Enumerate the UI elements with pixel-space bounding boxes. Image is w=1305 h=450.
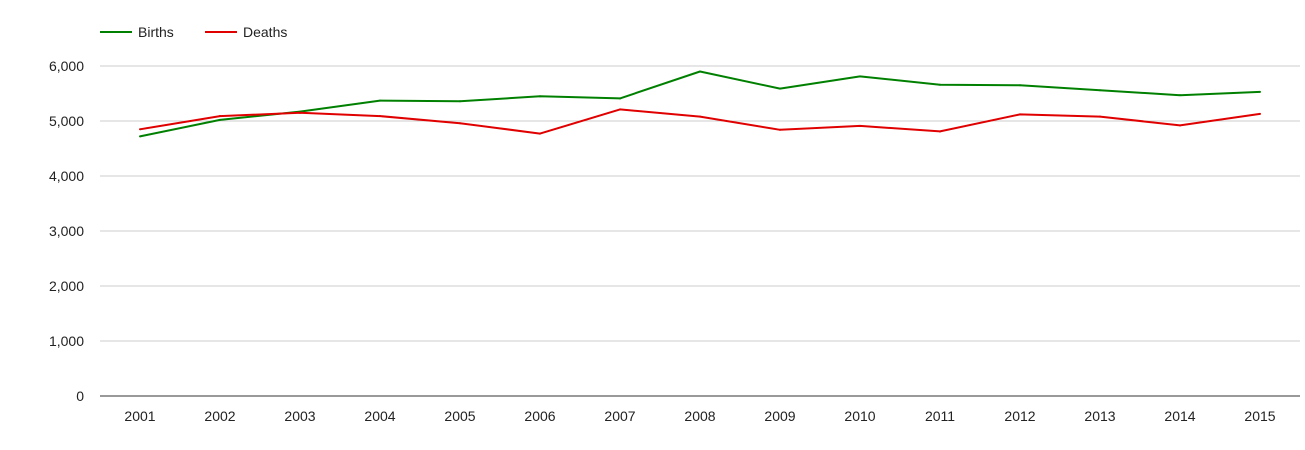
data-point-deaths	[1179, 124, 1181, 127]
data-point-births	[1259, 90, 1261, 93]
x-tick-label: 2014	[1164, 408, 1195, 424]
x-tick-label: 2010	[844, 408, 875, 424]
x-tick-label: 2013	[1084, 408, 1115, 424]
data-point-deaths	[939, 130, 941, 133]
y-tick-label: 4,000	[49, 168, 84, 184]
x-tick-label: 2008	[684, 408, 715, 424]
x-tick-label: 2004	[364, 408, 395, 424]
data-point-deaths	[379, 115, 381, 118]
data-point-deaths	[219, 115, 221, 118]
y-axis-tick-labels: 0 1,000 2,000 3,000 4,000 5,000 6,000	[49, 58, 84, 404]
data-point-deaths	[1019, 113, 1021, 116]
legend-item-births[interactable]: Births	[100, 24, 174, 40]
x-axis-tick-labels: 2001 2002 2003 2004 2005 2006 2007 2008 2009 2010…	[124, 408, 1275, 424]
x-tick-label: 2003	[284, 408, 315, 424]
series-lines	[139, 70, 1261, 138]
x-tick-label: 2005	[444, 408, 475, 424]
data-point-births	[539, 95, 541, 98]
data-point-deaths	[459, 122, 461, 125]
data-point-births	[1179, 94, 1181, 97]
data-point-births	[459, 100, 461, 103]
data-point-deaths	[139, 128, 141, 131]
x-tick-label: 2011	[925, 408, 955, 424]
x-tick-label: 2009	[764, 408, 795, 424]
data-point-births	[1019, 84, 1021, 87]
x-tick-label: 2015	[1244, 408, 1275, 424]
gridlines	[100, 65, 1300, 342]
data-point-deaths	[619, 108, 621, 111]
data-point-deaths	[1099, 115, 1101, 118]
data-point-births	[859, 75, 861, 78]
x-tick-label: 2012	[1004, 408, 1035, 424]
data-point-deaths	[299, 111, 301, 114]
series-line-births	[139, 70, 1261, 138]
x-tick-label: 2002	[204, 408, 235, 424]
y-tick-label: 5,000	[49, 113, 84, 129]
data-point-births	[779, 87, 781, 90]
y-tick-label: 3,000	[49, 223, 84, 239]
legend-label: Births	[138, 24, 174, 40]
data-point-births	[139, 135, 141, 138]
data-point-births	[619, 97, 621, 100]
data-point-deaths	[699, 115, 701, 118]
y-tick-label: 1,000	[49, 333, 84, 349]
legend-item-deaths[interactable]: Deaths	[205, 24, 287, 40]
data-point-births	[379, 99, 381, 102]
data-point-deaths	[779, 128, 781, 131]
data-point-births	[1099, 89, 1101, 92]
data-point-births	[219, 118, 221, 121]
legend-label: Deaths	[243, 24, 287, 40]
data-point-births	[699, 70, 701, 73]
y-tick-label: 6,000	[49, 58, 84, 74]
y-tick-label: 0	[76, 388, 84, 404]
data-point-deaths	[539, 132, 541, 135]
data-point-deaths	[859, 124, 861, 127]
data-point-deaths	[1259, 112, 1261, 115]
x-tick-label: 2001	[124, 408, 155, 424]
x-tick-label: 2007	[604, 408, 635, 424]
y-tick-label: 2,000	[49, 278, 84, 294]
data-point-births	[939, 83, 941, 86]
x-tick-label: 2006	[524, 408, 555, 424]
legend: Births Deaths	[100, 24, 287, 40]
